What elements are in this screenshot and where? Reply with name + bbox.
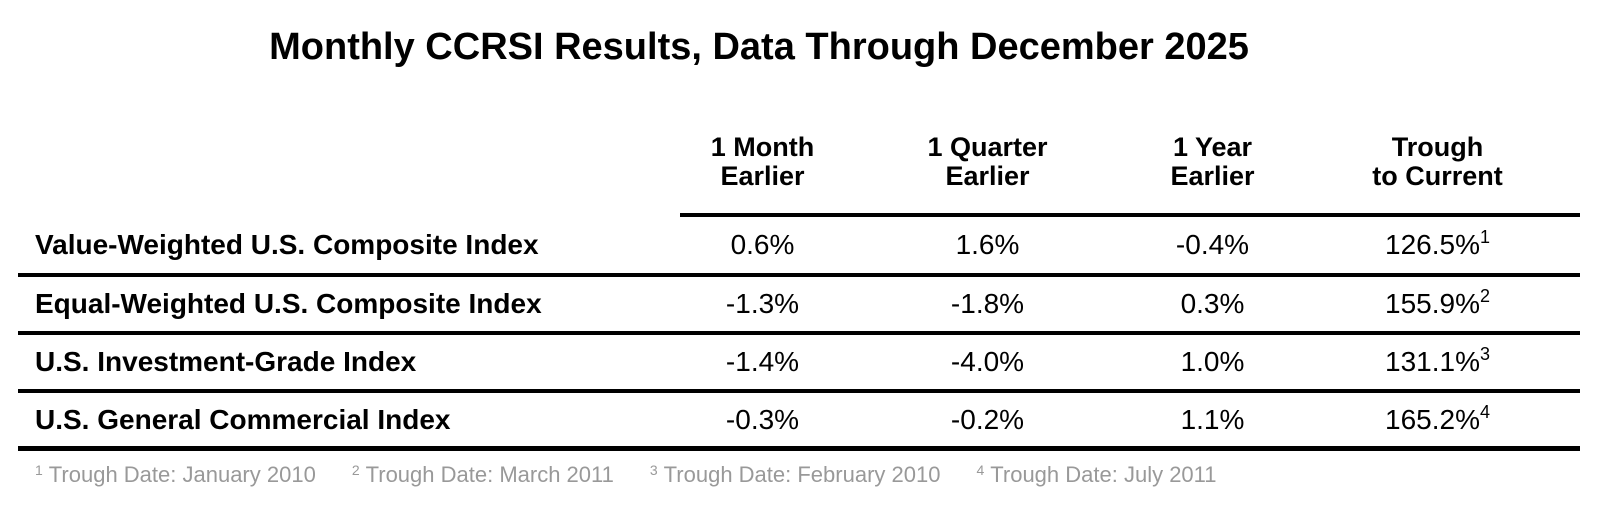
footnote: 4 Trough Date: July 2011 xyxy=(976,462,1216,488)
cell-value: 131.1% xyxy=(1385,346,1480,377)
cell-trough-to-current: 131.1%3 xyxy=(1325,344,1550,378)
row-divider xyxy=(18,389,1580,393)
cell-1-quarter: -1.8% xyxy=(950,288,1025,319)
results-table: 1 Month Earlier 1 Quarter Earlier 1 Year… xyxy=(18,133,1580,451)
footnote-ref-marker: 4 xyxy=(976,462,985,478)
column-header-line1: 1 Month xyxy=(710,132,815,162)
cell-1-month: -1.4% xyxy=(725,346,800,377)
column-header-line1: Trough xyxy=(1391,132,1484,162)
footnote-text: Trough Date: January 2010 xyxy=(48,462,316,487)
footnotes: 1 Trough Date: January 2010 2 Trough Date:… xyxy=(35,462,1600,488)
header-rule xyxy=(680,213,1580,217)
cell-1-quarter: -0.2% xyxy=(950,403,1025,435)
footnote-ref-marker: 4 xyxy=(1479,401,1490,422)
footnote-ref-marker: 1 xyxy=(1479,227,1490,247)
footnote: 2 Trough Date: March 2011 xyxy=(352,462,614,488)
cell-1-month: 0.6% xyxy=(730,229,795,260)
footnote: 3 Trough Date: February 2010 xyxy=(650,462,941,488)
row-label: Equal-Weighted U.S. Composite Index xyxy=(35,288,542,319)
column-header-line2: Earlier xyxy=(1170,161,1255,191)
cell-value: 165.2% xyxy=(1385,403,1480,435)
footnote-text: Trough Date: July 2011 xyxy=(990,462,1217,487)
footnote-ref-marker: 3 xyxy=(649,462,658,478)
cell-1-year: 1.0% xyxy=(1180,346,1245,377)
footnote-text: Trough Date: March 2011 xyxy=(365,462,614,487)
cell-value: 126.5% xyxy=(1385,229,1480,260)
column-header-1-year-earlier: 1 Year Earlier xyxy=(1100,133,1325,191)
table-header-row: 1 Month Earlier 1 Quarter Earlier 1 Year… xyxy=(18,133,1580,191)
cell-1-quarter: 1.6% xyxy=(955,229,1020,260)
cell-1-quarter: -4.0% xyxy=(950,346,1025,377)
cell-trough-to-current: 155.9%2 xyxy=(1325,286,1550,320)
column-header-line2: to Current xyxy=(1372,161,1503,191)
table-bottom-rule xyxy=(18,446,1580,451)
footnote-text: Trough Date: February 2010 xyxy=(663,462,941,487)
table-row: U.S. Investment-Grade Index -1.4% -4.0% … xyxy=(18,335,1580,389)
column-header-1-quarter-earlier: 1 Quarter Earlier xyxy=(875,133,1100,191)
cell-1-month: -1.3% xyxy=(725,288,800,319)
cell-trough-to-current: 165.2%4 xyxy=(1325,401,1550,436)
footnote-ref-marker: 2 xyxy=(351,462,360,478)
row-label: Value-Weighted U.S. Composite Index xyxy=(35,229,539,260)
column-header-line2: Earlier xyxy=(720,161,805,191)
table-row: Equal-Weighted U.S. Composite Index -1.3… xyxy=(18,277,1580,331)
page-title: Monthly CCRSI Results, Data Through Dece… xyxy=(269,26,1249,68)
column-header-trough-to-current: Trough to Current xyxy=(1325,133,1550,191)
row-divider xyxy=(18,331,1580,335)
column-header-line2: Earlier xyxy=(945,161,1030,191)
cell-1-year: -0.4% xyxy=(1175,229,1250,260)
footnote: 1 Trough Date: January 2010 xyxy=(35,462,316,488)
cell-1-year: 1.1% xyxy=(1180,403,1245,435)
cell-1-year: 0.3% xyxy=(1180,288,1245,319)
cell-trough-to-current: 126.5%1 xyxy=(1325,227,1550,261)
table-row: U.S. General Commercial Index -0.3% -0.2… xyxy=(18,393,1580,446)
column-header-1-month-earlier: 1 Month Earlier xyxy=(650,133,875,191)
row-label: U.S. General Commercial Index xyxy=(35,403,451,435)
footnote-ref-marker: 2 xyxy=(1479,286,1490,306)
table-row: Value-Weighted U.S. Composite Index 0.6%… xyxy=(18,217,1580,273)
footnote-ref-marker: 3 xyxy=(1479,344,1490,364)
column-header-line1: 1 Quarter xyxy=(927,132,1048,162)
row-label: U.S. Investment-Grade Index xyxy=(35,346,417,377)
cell-value: 155.9% xyxy=(1385,288,1480,319)
cell-1-month: -0.3% xyxy=(725,403,800,435)
footnote-ref-marker: 1 xyxy=(35,462,43,478)
column-header-line1: 1 Year xyxy=(1172,132,1253,162)
row-divider xyxy=(18,273,1580,277)
